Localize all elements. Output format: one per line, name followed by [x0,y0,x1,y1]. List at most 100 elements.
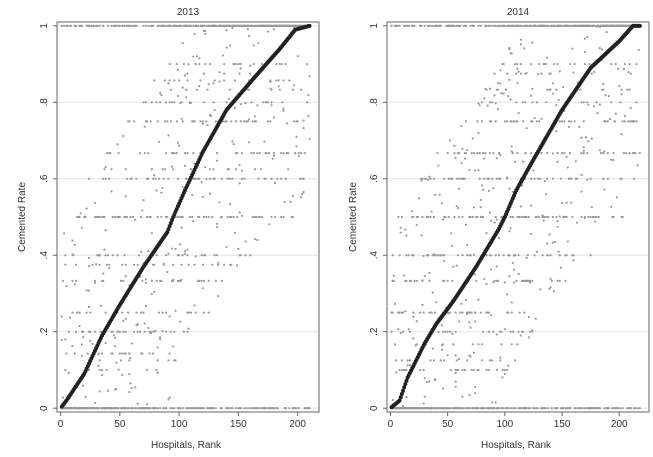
raw-rate-point [470,152,473,155]
raw-rate-point [78,215,81,219]
raw-rate-point [143,125,146,128]
panel-2013-x-axis-ticks: 0 50 100 150 200 [58,412,306,430]
raw-rate-point [437,330,440,334]
raw-rate-point [150,101,153,104]
raw-rate-point [144,304,148,307]
raw-rate-point [514,62,517,66]
raw-rate-point [580,215,583,219]
raw-rate-point [417,197,421,200]
raw-rate-point [637,48,640,52]
raw-rate-point [469,326,472,329]
raw-rate-point [533,116,536,120]
raw-rate-point [487,368,490,372]
raw-rate-point [105,152,108,155]
raw-rate-point [185,96,188,99]
raw-rate-point [401,405,405,408]
raw-rate-point [628,88,631,91]
ranked-rate-point [403,382,408,387]
raw-rate-point [629,72,632,75]
raw-rate-point [461,311,464,314]
raw-rate-point [129,215,132,219]
raw-rate-point [181,186,184,189]
raw-rate-point [519,72,522,75]
raw-rate-point [500,330,503,333]
raw-rate-point [291,194,295,197]
raw-rate-point [131,215,134,219]
raw-rate-point [563,120,566,123]
raw-rate-point [542,219,545,222]
raw-rate-point [228,177,232,180]
raw-rate-point [201,287,204,290]
raw-rate-point [472,368,476,372]
raw-rate-point [201,120,204,123]
raw-rate-point [67,372,70,375]
raw-rate-point [97,352,100,355]
raw-rate-point [471,215,474,219]
raw-rate-point [469,355,472,358]
raw-rate-point [490,314,493,317]
raw-rate-point [509,227,512,230]
y-tick-label: 1 [369,23,380,29]
raw-rate-point [202,72,206,75]
raw-rate-point [121,263,124,266]
raw-rate-point [488,24,492,27]
raw-rate-point [449,232,453,235]
raw-rate-point [516,120,519,123]
raw-rate-point [238,211,241,214]
raw-rate-point [247,407,251,410]
raw-rate-point [499,177,502,180]
raw-rate-point [256,104,259,107]
raw-rate-point [208,177,212,180]
raw-rate-point [534,317,537,320]
raw-rate-point [399,226,402,229]
raw-rate-point [130,177,133,180]
raw-rate-point [518,215,521,219]
panel-2014: 2014 0 .2 .4 .6 .8 1 0 50 100 150 200 Hospitals, … [348,7,650,451]
raw-rate-point [508,275,511,278]
ranked-rate-point [167,224,172,229]
raw-rate-point [125,177,129,180]
raw-rate-point [604,94,607,97]
raw-rate-point [259,168,263,171]
raw-rate-point [207,215,210,219]
raw-rate-point [422,368,425,372]
raw-rate-point [480,101,484,104]
raw-rate-point [621,407,624,410]
raw-rate-point [97,364,100,367]
raw-rate-point [300,196,303,199]
raw-rate-point [258,152,261,155]
raw-rate-point [477,102,480,105]
raw-rate-point [202,101,206,104]
raw-rate-point [239,62,242,66]
raw-rate-point [607,407,611,410]
raw-rate-point [499,82,502,85]
raw-rate-point [485,24,488,27]
raw-rate-point [78,325,81,328]
raw-rate-point [493,72,496,75]
raw-rate-point [167,359,170,362]
raw-rate-point [528,279,532,282]
raw-rate-point [294,152,297,155]
raw-rate-point [530,62,533,66]
raw-rate-point [297,154,300,158]
raw-rate-point [215,226,219,229]
raw-rate-point [565,155,568,158]
raw-rate-point [142,101,145,104]
raw-rate-point [244,254,247,257]
raw-rate-point [228,203,232,206]
y-tick-label: .6 [39,174,50,183]
raw-rate-point [140,250,143,253]
raw-rate-point [430,210,433,213]
raw-rate-point [168,62,171,66]
raw-rate-point [465,148,469,152]
raw-rate-point [472,152,476,155]
raw-rate-point [555,103,558,107]
raw-rate-point [97,407,100,410]
raw-rate-point [182,330,185,333]
raw-rate-point [162,407,165,410]
raw-rate-point [421,215,424,219]
raw-rate-point [496,279,500,282]
raw-rate-point [533,177,536,180]
y-tick-label: 0 [39,405,50,411]
raw-rate-point [530,177,533,180]
